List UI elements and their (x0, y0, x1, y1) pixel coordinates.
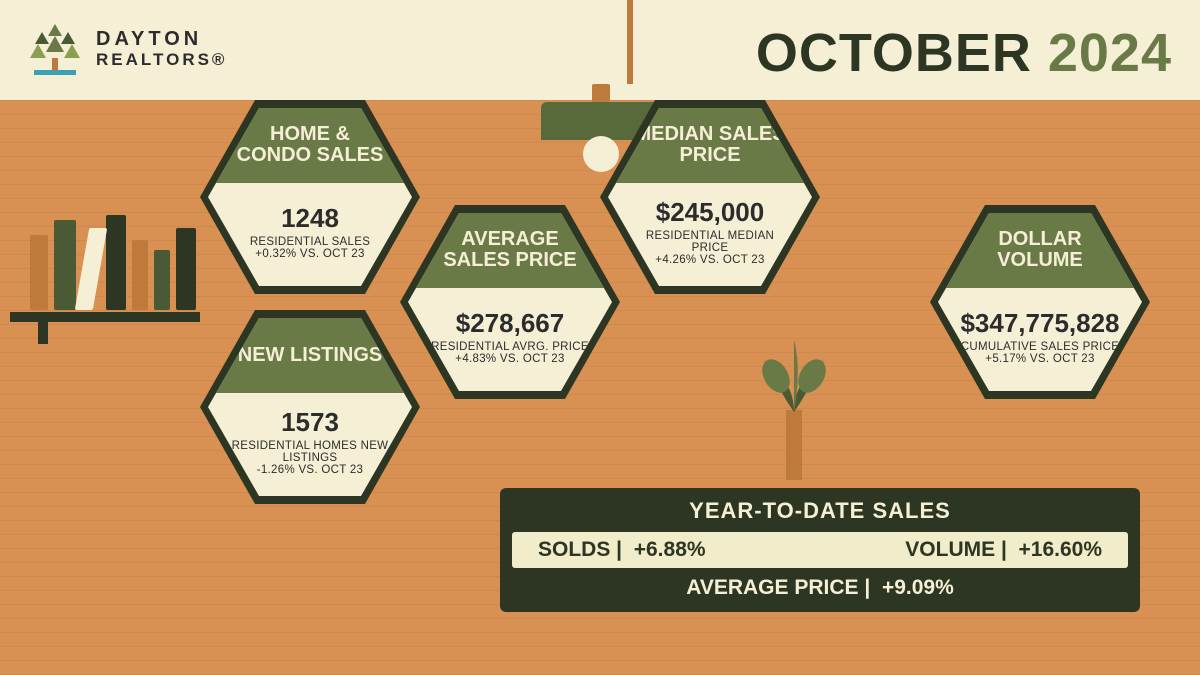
hex-sub1: RESIDENTIAL HOMES NEW LISTINGS (226, 440, 394, 464)
stat-hex-home-condo-sales: HOME & CONDO SALES 1248 RESIDENTIAL SALES+… (200, 100, 420, 294)
hex-title: AVERAGE SALES PRICE (408, 213, 612, 288)
hex-title: MEDIAN SALES PRICE (608, 108, 812, 183)
ytd-heading: YEAR-TO-DATE SALES (512, 498, 1128, 524)
hex-sub1: RESIDENTIAL MEDIAN PRICE (626, 230, 794, 254)
brand-line1: DAYTON (96, 29, 227, 51)
stat-hex-median-sales-price: MEDIAN SALES PRICE$245,000RESIDENTIAL ME… (600, 100, 820, 294)
ytd-solds: SOLDS | +6.88% (538, 538, 706, 562)
hex-value: 1248 (281, 203, 339, 234)
hex-body: $278,667 RESIDENTIAL AVRG. PRICE+4.83% VS… (408, 288, 612, 391)
hex-sub2: +0.32% VS. OCT 23 (255, 248, 364, 260)
tree-icon (24, 18, 86, 80)
bookshelf-icon (10, 215, 200, 344)
hex-title: NEW LISTINGS (208, 318, 412, 393)
stat-hex-average-sales-price: AVERAGE SALES PRICE $278,667 RESIDENTIAL A… (400, 205, 620, 399)
hex-body: $245,000RESIDENTIAL MEDIAN PRICE+4.26% V… (608, 183, 812, 286)
hex-sub2: +5.17% VS. OCT 23 (985, 353, 1094, 365)
brand-logo: DAYTON REALTORS® (24, 18, 227, 80)
hex-sub1: CUMULATIVE SALES PRICE (961, 341, 1119, 353)
hex-value: $347,775,828 (960, 308, 1119, 339)
hex-sub2: +4.26% VS. OCT 23 (655, 254, 764, 266)
hex-value: 1573 (281, 407, 339, 438)
title-month: OCTOBER (756, 23, 1032, 83)
hex-sub2: +4.83% VS. OCT 23 (455, 353, 564, 365)
brand-line2: REALTORS® (96, 51, 227, 69)
ytd-volume: VOLUME | +16.60% (905, 538, 1102, 562)
hex-value: $245,000 (656, 197, 764, 228)
hex-body: 1248 RESIDENTIAL SALES+0.32% VS. OCT 23 (208, 183, 412, 286)
ytd-panel: YEAR-TO-DATE SALES SOLDS | +6.88% VOLUME… (500, 488, 1140, 612)
hex-value: $278,667 (456, 308, 564, 339)
page-title: OCTOBER 2024 (756, 22, 1172, 84)
hex-sub1: RESIDENTIAL AVRG. PRICE (431, 341, 589, 353)
ytd-row: SOLDS | +6.88% VOLUME | +16.60% (512, 532, 1128, 568)
hex-title: DOLLAR VOLUME (938, 213, 1142, 288)
ytd-avg-price: AVERAGE PRICE | +9.09% (512, 576, 1128, 600)
stat-hex-new-listings: NEW LISTINGS1573RESIDENTIAL HOMES NEW LI… (200, 310, 420, 504)
hex-sub2: -1.26% VS. OCT 23 (257, 464, 364, 476)
brand-text: DAYTON REALTORS® (96, 29, 227, 69)
title-year: 2024 (1048, 23, 1172, 83)
plant-icon (754, 340, 834, 480)
hex-body: $347,775,828 CUMULATIVE SALES PRICE+5.17%… (938, 288, 1142, 391)
hex-title: HOME & CONDO SALES (208, 108, 412, 183)
stat-hex-dollar-volume: DOLLAR VOLUME $347,775,828 CUMULATIVE SALE… (930, 205, 1150, 399)
hex-sub1: RESIDENTIAL SALES (250, 236, 370, 248)
hex-body: 1573RESIDENTIAL HOMES NEW LISTINGS-1.26%… (208, 393, 412, 496)
